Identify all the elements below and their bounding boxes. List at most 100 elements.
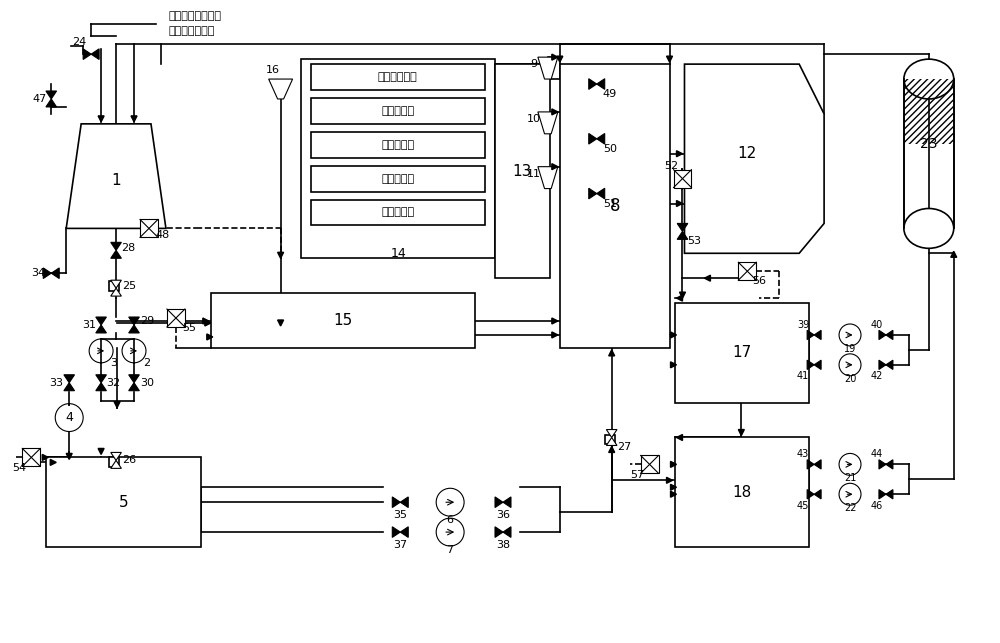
Polygon shape (879, 360, 886, 370)
Polygon shape (879, 489, 886, 499)
Text: 4: 4 (65, 411, 73, 424)
Text: 28: 28 (121, 243, 135, 253)
Text: 13: 13 (513, 164, 532, 179)
Bar (167, 309, 185, 327)
Polygon shape (111, 453, 121, 460)
Polygon shape (96, 317, 106, 325)
Text: 振动给料机: 振动给料机 (381, 106, 414, 116)
Text: 54: 54 (12, 464, 26, 473)
Text: 38: 38 (496, 540, 510, 550)
Text: 55: 55 (182, 323, 196, 333)
Polygon shape (814, 489, 821, 499)
Bar (675, 303, 809, 403)
Polygon shape (552, 318, 558, 324)
Polygon shape (671, 362, 677, 368)
Text: 11: 11 (527, 168, 541, 179)
Polygon shape (589, 134, 597, 144)
Polygon shape (814, 331, 821, 340)
Bar (311, 98, 485, 124)
Text: 46: 46 (871, 501, 883, 511)
Text: 34: 34 (31, 268, 45, 278)
Polygon shape (111, 288, 121, 296)
Polygon shape (98, 448, 104, 455)
Text: 50: 50 (603, 144, 617, 154)
Polygon shape (677, 231, 688, 239)
Ellipse shape (904, 59, 954, 99)
Polygon shape (704, 275, 710, 281)
Polygon shape (538, 112, 558, 134)
Text: 23: 23 (920, 137, 938, 150)
Text: 56: 56 (752, 276, 766, 286)
Bar (674, 170, 691, 188)
Text: 称重给料机: 称重给料机 (381, 208, 414, 217)
Bar (109, 281, 119, 291)
Text: 40: 40 (871, 320, 883, 330)
Polygon shape (677, 150, 682, 157)
Polygon shape (886, 331, 893, 340)
Polygon shape (814, 360, 821, 370)
Text: 41: 41 (797, 371, 809, 381)
Polygon shape (667, 477, 673, 484)
Text: 21: 21 (844, 473, 856, 484)
Polygon shape (111, 242, 121, 250)
Text: 3: 3 (111, 358, 118, 368)
Bar (641, 455, 659, 473)
Text: 22: 22 (844, 503, 856, 513)
Text: 6: 6 (447, 515, 454, 525)
Polygon shape (738, 430, 744, 435)
Text: 48: 48 (156, 230, 170, 240)
Bar (904, 79, 954, 144)
Polygon shape (597, 78, 605, 89)
Text: 53: 53 (687, 237, 701, 246)
Text: 8: 8 (609, 197, 620, 215)
Polygon shape (129, 375, 139, 383)
Polygon shape (677, 435, 682, 440)
Bar (738, 262, 756, 280)
Text: 14: 14 (390, 247, 406, 260)
Polygon shape (400, 527, 408, 538)
Polygon shape (677, 223, 688, 231)
Text: 30: 30 (140, 377, 154, 388)
Text: 石灰石加料斗: 石灰石加料斗 (378, 72, 418, 82)
Text: 52: 52 (664, 161, 679, 170)
Polygon shape (671, 462, 677, 467)
Polygon shape (951, 251, 957, 257)
Text: 43: 43 (797, 449, 809, 459)
Polygon shape (392, 527, 400, 538)
Bar (311, 132, 485, 158)
Polygon shape (671, 484, 677, 490)
Polygon shape (597, 188, 605, 199)
Polygon shape (64, 383, 75, 391)
Bar (605, 435, 615, 444)
Polygon shape (597, 134, 605, 144)
Text: 45: 45 (797, 501, 809, 511)
Text: 36: 36 (496, 510, 510, 520)
Text: 12: 12 (738, 146, 757, 161)
Polygon shape (552, 54, 558, 60)
Polygon shape (609, 350, 615, 356)
Polygon shape (680, 292, 685, 298)
Bar (46, 457, 201, 547)
Text: 石灰石储仓: 石灰石储仓 (381, 174, 414, 184)
Ellipse shape (904, 208, 954, 248)
Polygon shape (503, 497, 511, 507)
Bar (311, 64, 485, 90)
Polygon shape (111, 280, 121, 288)
Polygon shape (606, 437, 617, 446)
Polygon shape (671, 332, 677, 338)
Polygon shape (96, 383, 106, 391)
Bar (311, 166, 485, 192)
Bar (22, 448, 40, 466)
Text: 47: 47 (32, 94, 46, 104)
Polygon shape (400, 497, 408, 507)
Text: 32: 32 (106, 377, 120, 388)
Polygon shape (91, 49, 99, 59)
Polygon shape (503, 527, 511, 538)
Polygon shape (64, 375, 75, 383)
Polygon shape (205, 320, 211, 326)
Text: 澄清池排泥泵污水: 澄清池排泥泵污水 (169, 12, 222, 21)
Polygon shape (589, 78, 597, 89)
Text: 26: 26 (122, 455, 136, 466)
Polygon shape (807, 331, 814, 340)
Text: 斗式提升机: 斗式提升机 (381, 140, 414, 150)
